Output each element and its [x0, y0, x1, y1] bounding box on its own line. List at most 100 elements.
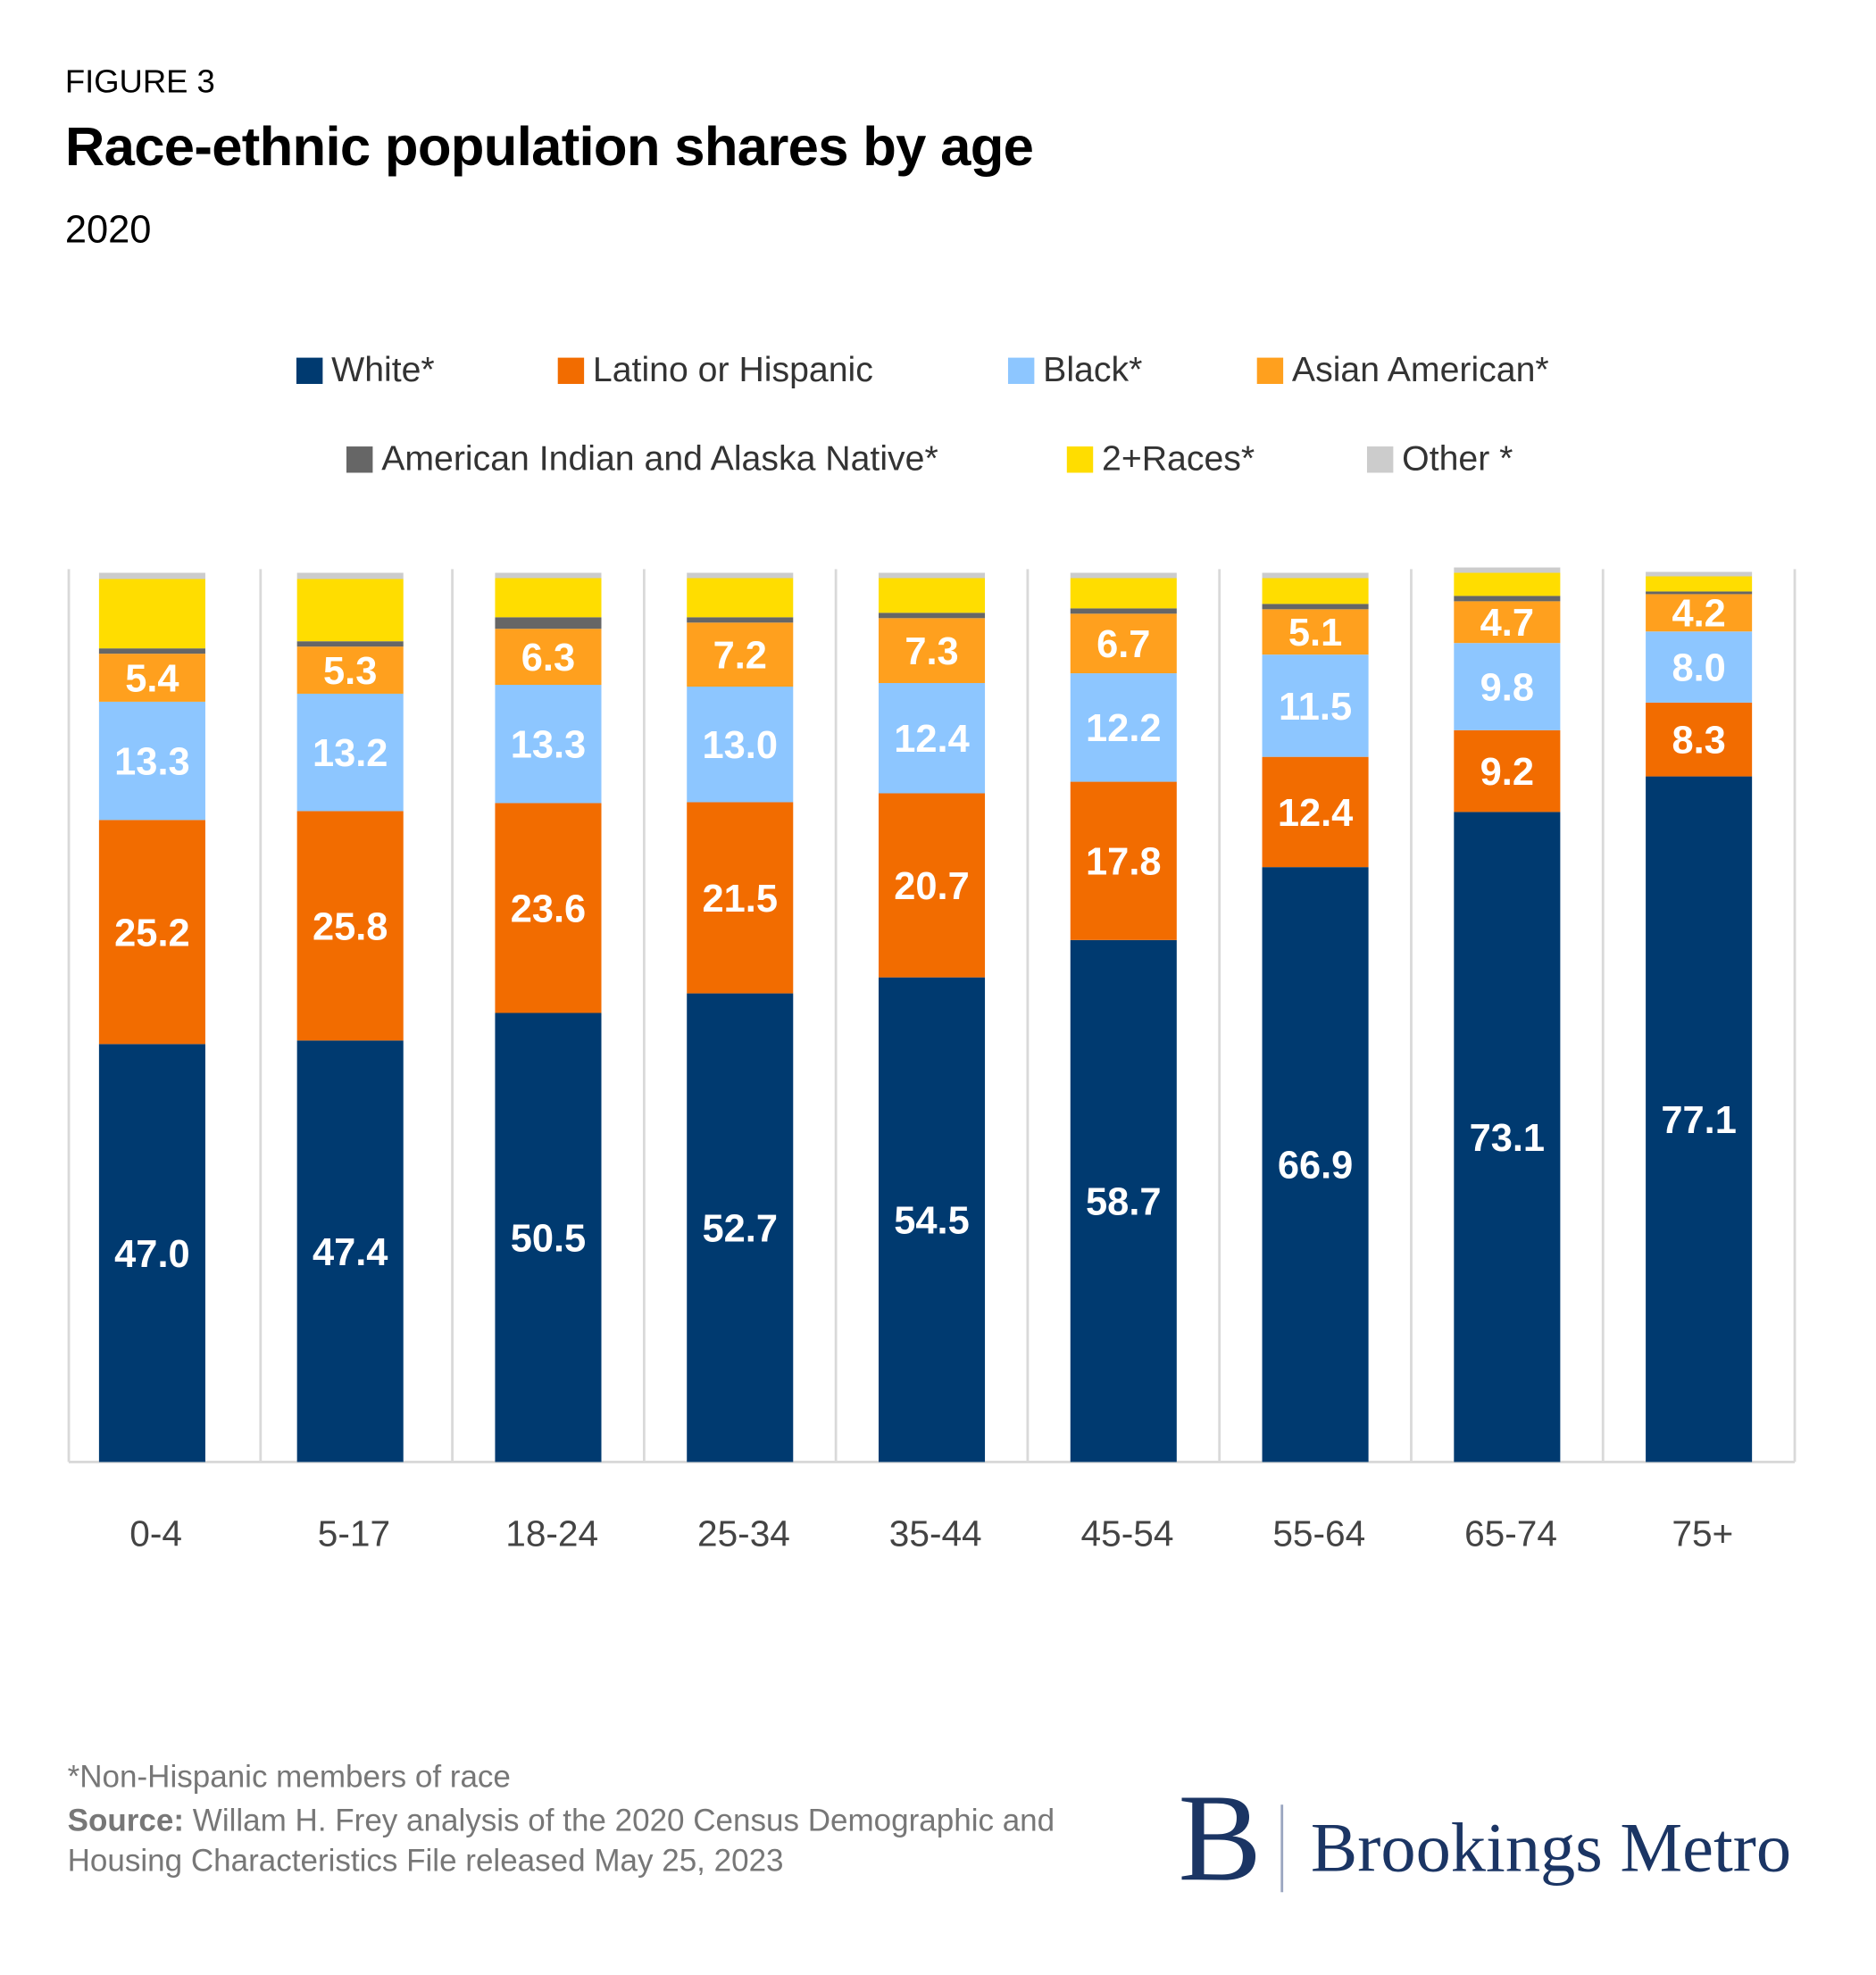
x-tick-label: 75+: [1672, 1512, 1733, 1554]
bar-segment: [878, 683, 986, 794]
legend-item: Black*: [1007, 350, 1143, 390]
data-label: 50.5: [511, 1217, 586, 1260]
source-label: Source:: [67, 1803, 185, 1839]
data-label: 9.8: [1480, 666, 1534, 709]
bar-segment: [296, 641, 404, 647]
stacked-bar-chart: 47.0 25.2 13.3 5.4 0-4 47.4 25.8 13.2 5.3 5-17 50.…: [67, 567, 1797, 1554]
data-label: 12.4: [1278, 792, 1353, 835]
bar-segment: [1070, 673, 1177, 782]
bar-segment: [878, 572, 986, 579]
chart-subtitle: 2020: [64, 207, 152, 252]
bar-segment: [495, 1012, 602, 1462]
data-label: 77.1: [1661, 1099, 1736, 1142]
data-label: 8.0: [1672, 646, 1725, 689]
data-label: 12.2: [1086, 707, 1161, 750]
data-label: 8.3: [1672, 720, 1725, 762]
bar-segment: [1070, 608, 1177, 614]
bar-segment: [1454, 729, 1561, 812]
bar-segment: [687, 617, 794, 623]
legend-item: 2+Races*: [1066, 439, 1255, 479]
data-label: 47.0: [114, 1233, 189, 1276]
bar-segment: [687, 578, 794, 618]
bar-segment: [1262, 578, 1369, 604]
bar-segment: [1646, 631, 1753, 703]
legend-swatch: [1007, 356, 1035, 384]
bar-segment: [98, 701, 205, 821]
bar-segment: [1454, 643, 1561, 730]
data-label: 7.2: [713, 635, 767, 678]
bar-segment: [98, 654, 205, 702]
legend-swatch: [1366, 446, 1394, 472]
data-label: 58.7: [1086, 1181, 1161, 1224]
legend-swatch: [557, 356, 585, 384]
bar-segment: [495, 629, 602, 686]
x-tick-label: 55-64: [1272, 1512, 1365, 1554]
bar-segment: [98, 648, 205, 654]
bar-segment: [495, 685, 602, 804]
legend-label: Black*: [1043, 350, 1143, 389]
bar-segment: [495, 572, 602, 579]
data-label: 73.1: [1470, 1117, 1545, 1160]
data-label: 9.2: [1480, 751, 1534, 794]
footnote: *Non-Hispanic members of race: [67, 1759, 511, 1796]
bar-segment: [878, 977, 986, 1462]
brookings-logo-mark: B: [1178, 1768, 1262, 1908]
data-label: 5.1: [1288, 612, 1342, 654]
legend-swatch: [346, 446, 373, 472]
bar-segment: [1070, 578, 1177, 609]
bar-segment: [1646, 576, 1753, 592]
chart-title: Race-ethnic population shares by age: [64, 116, 1034, 178]
data-label: 66.9: [1278, 1145, 1353, 1188]
bar-segment: [687, 622, 794, 687]
data-label: 52.7: [703, 1207, 778, 1250]
legend-swatch: [1256, 356, 1284, 384]
bar-segment: [1262, 654, 1369, 757]
bar-segment: [1454, 572, 1561, 596]
bar-segment: [1646, 702, 1753, 777]
bar-segment: [98, 1044, 205, 1462]
bar-segment: [495, 617, 602, 629]
legend-label: Other *: [1402, 438, 1513, 479]
bar-segment: [296, 1040, 404, 1462]
x-tick-label: 45-54: [1081, 1512, 1174, 1554]
data-label: 25.2: [114, 912, 189, 954]
legend-label: White*: [331, 350, 435, 389]
data-label: 4.2: [1672, 593, 1725, 636]
bar-segment: [1454, 596, 1561, 602]
data-label: 7.3: [905, 630, 958, 673]
bar-segment: [1454, 601, 1561, 644]
bar-segment: [1070, 572, 1177, 579]
legend-label: Latino or Hispanic: [592, 350, 873, 389]
bar-segment: [1070, 939, 1177, 1462]
bar-segment: [878, 793, 986, 978]
bar-segment: [1646, 776, 1753, 1462]
bar-segment: [1070, 781, 1177, 940]
x-tick-label: 5-17: [318, 1512, 390, 1554]
bar-segment: [1454, 567, 1561, 573]
bar-segment: [1646, 571, 1753, 577]
data-label: 5.4: [125, 657, 179, 700]
bar-segment: [878, 612, 986, 619]
data-label: 25.8: [313, 905, 388, 948]
data-label: 6.7: [1096, 623, 1150, 666]
data-label: 23.6: [511, 888, 586, 930]
legend-item: Asian American*: [1256, 350, 1549, 390]
legend-item: Latino or Hispanic: [557, 350, 873, 390]
bar-segment: [687, 802, 794, 994]
bar-segment: [1262, 609, 1369, 655]
bar-segment: [296, 811, 404, 1041]
bar-segment: [98, 579, 205, 649]
legend-swatch: [296, 356, 323, 384]
bar-segment: [1646, 591, 1753, 595]
bar-segment: [687, 572, 794, 579]
data-label: 12.4: [894, 718, 969, 761]
logo-divider: [1280, 1804, 1284, 1893]
data-label: 4.7: [1480, 602, 1534, 645]
source-text: Willam H. Frey analysis of the 2020 Cens…: [67, 1803, 1055, 1879]
data-label: 17.8: [1086, 841, 1161, 884]
bar-segment: [296, 572, 404, 579]
bar-segment: [296, 646, 404, 694]
x-tick-label: 35-44: [889, 1512, 982, 1554]
figure-label: FIGURE 3: [64, 62, 215, 101]
